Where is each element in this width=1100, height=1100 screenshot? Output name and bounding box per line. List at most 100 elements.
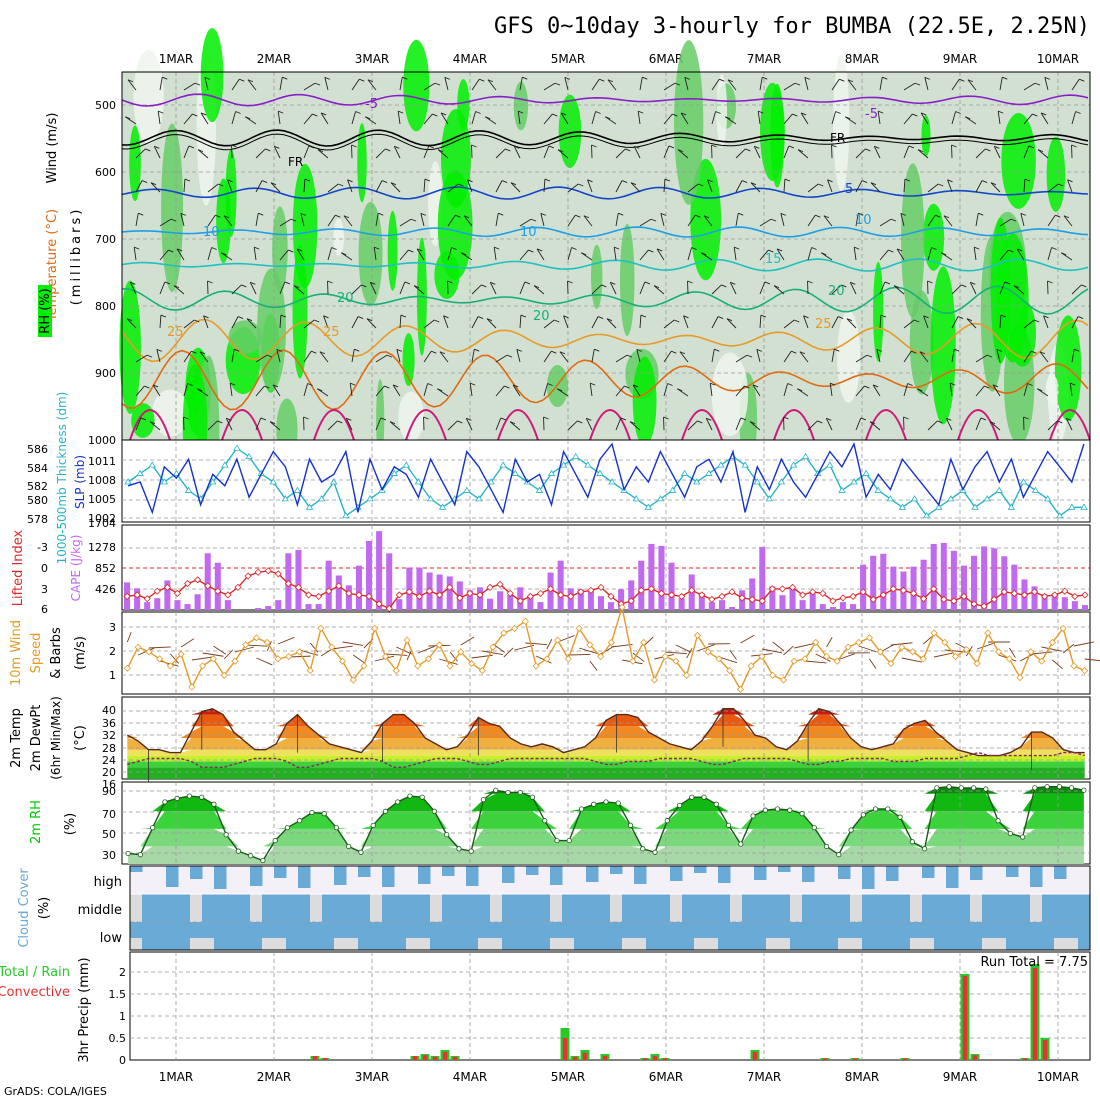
wind-barb-flag bbox=[530, 218, 537, 222]
cape-bar bbox=[557, 560, 564, 610]
wind-barb-flag bbox=[697, 420, 703, 424]
rh-shade-cell bbox=[921, 114, 931, 157]
wind-speed-marker bbox=[532, 662, 540, 670]
cloud-high bbox=[838, 866, 851, 879]
cloud-middle bbox=[1078, 894, 1091, 922]
wind-barb bbox=[759, 77, 763, 91]
rh-marker bbox=[444, 832, 450, 838]
wind-barb-flag bbox=[847, 79, 854, 83]
wind-barb-flag bbox=[776, 248, 783, 252]
wind-barb-flag bbox=[687, 280, 693, 284]
thickness-marker bbox=[499, 461, 507, 468]
wind-barb bbox=[437, 149, 449, 159]
wind-barb bbox=[726, 318, 737, 329]
rh-shade-cell bbox=[357, 123, 367, 203]
wind-barb-flag bbox=[679, 351, 686, 355]
wind-speed-marker bbox=[274, 655, 282, 663]
wind-barb-flag bbox=[466, 417, 472, 421]
wind-barb-flag bbox=[674, 319, 680, 323]
wind-barb bbox=[653, 285, 665, 295]
surface-wind-barb bbox=[331, 645, 353, 650]
cloud-low-clear bbox=[838, 938, 851, 950]
wind-barb-flag bbox=[1008, 249, 1014, 253]
rh-marker bbox=[431, 808, 438, 814]
rh-marker bbox=[456, 846, 462, 852]
rh2m-units-label: (%) bbox=[63, 813, 78, 836]
rh-shade-cell bbox=[333, 218, 345, 256]
wind-barb-flag bbox=[463, 215, 470, 219]
pressure-tick: 800 bbox=[95, 300, 116, 313]
cape-bar bbox=[638, 560, 645, 610]
thickness-marker bbox=[269, 478, 277, 485]
precip-tick: 0.5 bbox=[109, 1032, 127, 1045]
wind-barb-flag bbox=[924, 76, 931, 80]
thickness-marker bbox=[801, 452, 810, 460]
rh-marker bbox=[591, 801, 597, 807]
cape-bar bbox=[144, 602, 151, 610]
cloud-axis-label: Cloud Cover bbox=[17, 868, 32, 948]
cloud-middle bbox=[382, 894, 395, 922]
wind-barb-flag bbox=[144, 385, 150, 389]
wind-speed-marker bbox=[414, 662, 422, 670]
wind-barb-flag bbox=[788, 145, 795, 149]
lifted-index-marker bbox=[920, 595, 928, 603]
precip-conv-bar bbox=[602, 1056, 608, 1060]
cape-tick: 1704 bbox=[88, 517, 116, 530]
wind-barb bbox=[519, 218, 532, 227]
surface-wind-barb bbox=[191, 656, 213, 661]
cloud-middle bbox=[358, 894, 371, 922]
wind-speed-label: Speed bbox=[29, 633, 44, 674]
wind-barb-flag bbox=[176, 248, 183, 252]
wind-speed-marker bbox=[424, 655, 433, 663]
wind-speed-marker bbox=[747, 662, 755, 670]
wind-barb-flag bbox=[514, 145, 520, 149]
wind-speed-marker bbox=[457, 648, 465, 656]
surface-wind-barb bbox=[675, 644, 692, 653]
rh-shade-cell bbox=[292, 244, 308, 379]
wind-barb-flag bbox=[974, 246, 980, 250]
wind-speed-marker bbox=[156, 655, 164, 663]
wind-barb-flag bbox=[130, 281, 136, 285]
rh-marker bbox=[713, 801, 719, 807]
cloud-middle bbox=[130, 894, 143, 922]
wind-barb-flag bbox=[500, 417, 507, 421]
wind-barb bbox=[375, 385, 385, 397]
wind-speed-marker bbox=[446, 662, 454, 670]
cape-bar bbox=[315, 604, 322, 610]
wind-barb-flag bbox=[817, 420, 823, 424]
wind-barb-flag bbox=[355, 111, 361, 114]
cape-bar bbox=[587, 589, 594, 610]
wind-barb-flag bbox=[941, 252, 947, 256]
rh-marker bbox=[946, 784, 952, 790]
wind-barb bbox=[513, 146, 521, 159]
cloud-low bbox=[502, 922, 515, 950]
wind-barb-flag bbox=[516, 348, 523, 352]
thickness-marker bbox=[245, 452, 253, 460]
wind-barb-flag bbox=[912, 113, 918, 117]
wind-speed-marker bbox=[403, 636, 411, 644]
wind-barb bbox=[231, 111, 237, 125]
wind-barb bbox=[804, 77, 809, 91]
lifted-index-marker bbox=[446, 583, 454, 591]
rh-marker bbox=[836, 852, 842, 858]
wind-speed-marker bbox=[683, 671, 691, 679]
wind-barb bbox=[253, 247, 257, 261]
wind-barb-flag bbox=[714, 348, 720, 352]
wind-barb bbox=[516, 349, 521, 363]
wind-barb bbox=[735, 148, 746, 159]
thickness-marker bbox=[971, 503, 979, 510]
wind-barb-flag bbox=[304, 178, 311, 182]
lifted-index-marker bbox=[264, 567, 272, 575]
cape-bar bbox=[355, 565, 362, 610]
cloud-middle bbox=[202, 894, 215, 922]
wind-barb bbox=[999, 249, 1009, 261]
slp-tick: 1008 bbox=[88, 474, 116, 487]
cloud-low-clear bbox=[202, 938, 215, 950]
surface-wind-barb bbox=[202, 652, 224, 657]
wind-barb bbox=[317, 149, 329, 159]
wind-barb bbox=[345, 418, 353, 431]
lifted-index-marker bbox=[557, 591, 565, 599]
wind-barb bbox=[396, 349, 401, 363]
cloud-middle bbox=[274, 894, 287, 922]
wind-barb-flag bbox=[402, 76, 408, 80]
